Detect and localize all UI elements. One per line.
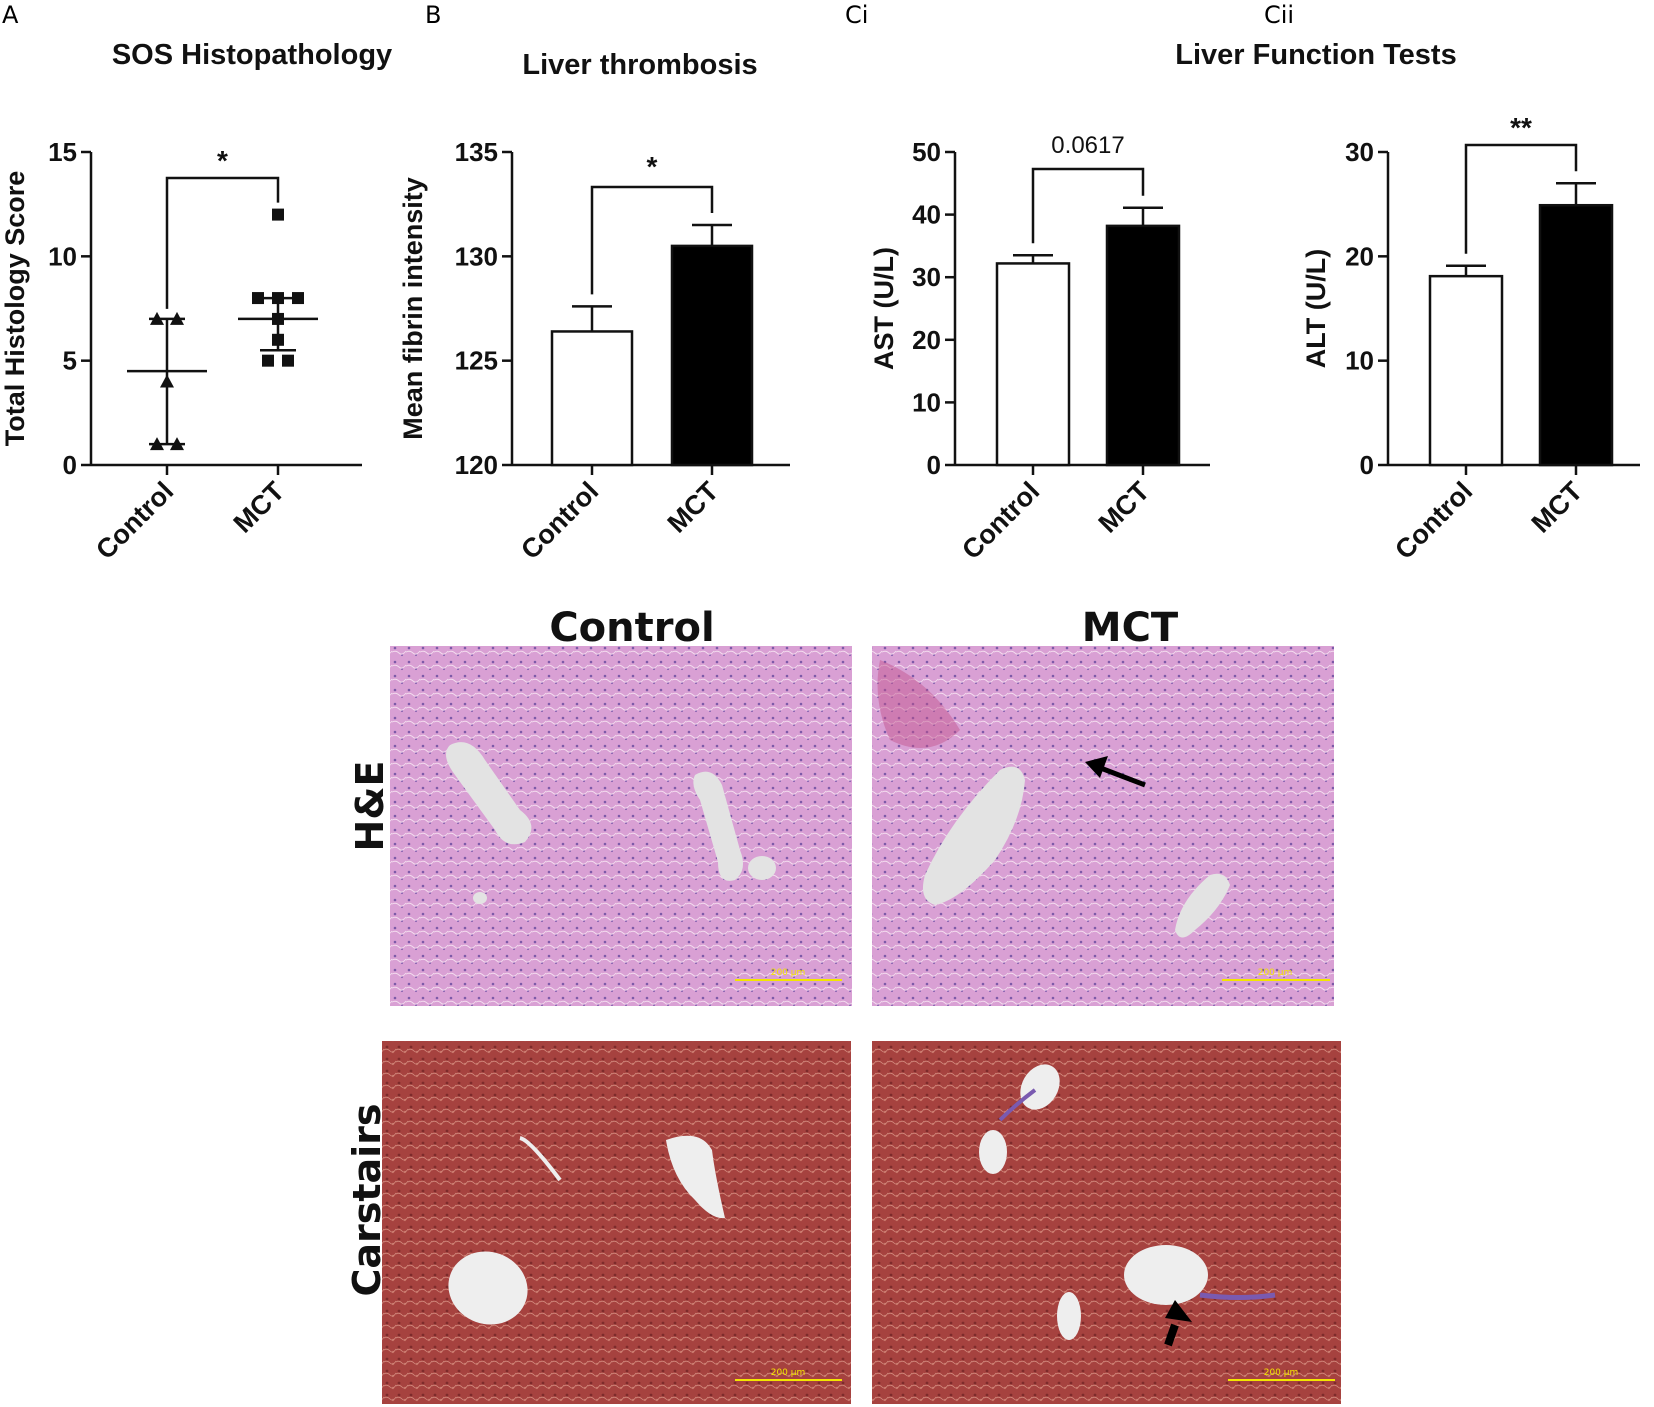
micrograph-he-control: 200 µm [390,646,852,1006]
y-tick-label: 10 [48,241,77,271]
svg-text:200 µm: 200 µm [1258,968,1293,978]
x-category-label: Control [1389,476,1478,565]
arrow-icon [1085,756,1146,788]
bar [1105,224,1181,467]
significance-bracket [590,185,714,295]
data-point [252,292,264,305]
scale-bar: 200 µm [1228,1368,1335,1381]
x-category-label: MCT [228,476,291,539]
y-tick-label: 30 [912,262,941,292]
significance-label: ** [1510,112,1532,143]
significance-bracket [1464,143,1578,254]
bar [1538,203,1614,467]
micrograph-carstairs-mct: 200 µm [872,1041,1341,1404]
micrograph-carstairs-control: 200 µm [382,1041,851,1404]
data-point [272,292,284,305]
x-category-label: MCT [1093,476,1156,539]
x-category-label: Control [515,476,604,565]
bar [550,330,634,467]
y-tick-label: 40 [912,200,941,230]
y-tick-label: 0 [927,450,941,480]
scale-bar: 200 µm [735,1368,842,1381]
data-point [272,312,284,325]
x-category-label: MCT [662,476,725,539]
micrograph-row-he: H&E [348,761,392,852]
x-category-label: Control [956,476,1045,565]
x-category-label: MCT [1526,476,1589,539]
data-point [150,311,164,325]
panel-letter-cii: Cii [1264,1,1294,29]
x-category-label: Control [90,476,179,565]
svg-text:200 µm: 200 µm [771,968,806,978]
bar [1428,274,1504,467]
data-point [292,292,304,305]
scale-bar: 200 µm [735,968,842,981]
y-tick-label: 10 [1345,346,1374,376]
y-tick-label: 0 [63,450,77,480]
y-axis-title: AST (U/L) [869,247,899,370]
micrograph-he-mct: 200 µm [872,646,1334,1006]
significance-label: * [217,145,228,176]
y-tick-label: 50 [912,137,941,167]
y-tick-label: 130 [455,241,498,271]
data-point [150,437,164,451]
y-tick-label: 125 [455,346,498,376]
chart-b-liver-thrombosis: 120 125 130 135 Control MCT Mean fibrin intens… [398,137,790,565]
significance-label: * [647,151,658,182]
y-axis-title: Total Histology Score [0,171,30,447]
y-tick-label: 30 [1345,137,1374,167]
micrograph-row-carstairs: Carstairs [345,1103,389,1296]
bar [670,244,754,467]
y-tick-label: 15 [48,137,77,167]
section-title-liver-function: Liver Function Tests [1175,39,1456,71]
significance-bracket [1031,167,1145,244]
y-tick-label: 20 [1345,241,1374,271]
micrograph-column-control: Control [549,605,714,651]
y-tick-label: 0 [1360,450,1374,480]
significance-label: 0.0617 [1051,132,1124,159]
chart-a-sos-histopathology: 0 5 10 15 Control MCT Total Histology Score * [0,137,362,565]
scale-bar: 200 µm [1222,968,1330,981]
significance-bracket [165,176,280,309]
chart-title-b: Liver thrombosis [522,49,757,81]
chart-cii-alt: 0 10 20 30 Control MCT ALT (U/L) ** [1301,112,1640,565]
bar [995,262,1071,467]
chart-title-a: SOS Histopathology [112,39,392,71]
panel-letter-ci: Ci [845,1,868,29]
y-tick-label: 135 [455,137,498,167]
chart-ci-ast: 0 10 20 30 40 50 Control MCT AST (U/L) 0.0617 [869,132,1210,565]
arrow-icon [1164,1300,1192,1347]
data-point [160,374,174,388]
micrograph-column-mct: MCT [1082,605,1179,651]
svg-text:200 µm: 200 µm [771,1368,806,1378]
y-axis-title: ALT (U/L) [1301,249,1331,368]
y-tick-label: 10 [912,387,941,417]
data-point [170,311,184,325]
data-point [170,437,184,451]
data-point [272,333,284,346]
panel-letter-a: A [2,1,19,29]
panel-letter-b: B [425,1,441,29]
svg-text:200 µm: 200 µm [1264,1368,1299,1378]
y-tick-label: 5 [63,346,77,376]
y-axis-title: Mean fibrin intensity [398,177,428,440]
y-tick-label: 120 [455,450,498,480]
data-point [282,354,294,367]
data-point [272,208,284,221]
y-tick-label: 20 [912,325,941,355]
data-point [262,354,274,367]
